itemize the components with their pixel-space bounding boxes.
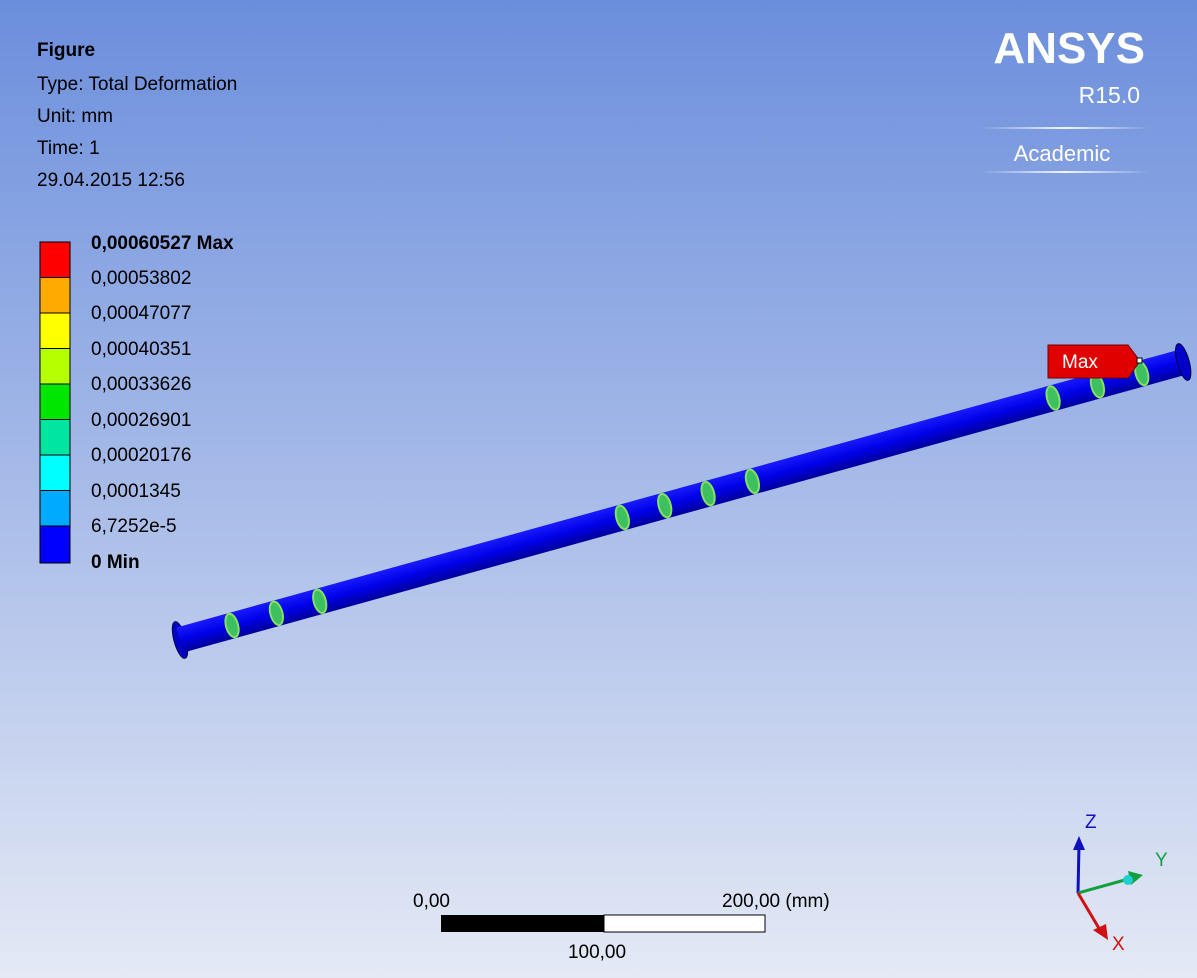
info-line: Unit: mm <box>37 106 113 127</box>
legend-label: 0,00026901 <box>91 410 191 431</box>
logo-brand: ANSYS <box>993 24 1145 73</box>
scale-label: 200,00 (mm) <box>722 891 830 912</box>
scale-label: 0,00 <box>413 891 450 912</box>
legend-label: 0,00040351 <box>91 339 191 360</box>
legend-label: 0 Min <box>91 552 140 573</box>
logo-rule <box>980 171 1150 173</box>
triad-label: X <box>1112 934 1125 955</box>
logo-version: R15.0 <box>1079 82 1140 108</box>
logo-edition: Academic <box>1014 141 1111 166</box>
info-line: Type: Total Deformation <box>37 74 237 95</box>
legend-label: 0,00033626 <box>91 374 191 395</box>
scale-label: 100,00 <box>568 942 626 963</box>
scale-bar-white <box>604 915 765 932</box>
logo-rule <box>980 127 1150 129</box>
probe-label: Max <box>1062 352 1098 373</box>
legend-label: 0,00047077 <box>91 303 191 324</box>
scale-bar-black <box>441 915 604 932</box>
legend-label: 0,00053802 <box>91 268 191 289</box>
legend-label: 0,0001345 <box>91 481 181 502</box>
figure-title: Figure <box>37 40 95 61</box>
triad-label: Y <box>1155 850 1168 871</box>
legend-label: 6,7252e-5 <box>91 516 177 537</box>
probe-point <box>1137 358 1142 363</box>
triad-label: Z <box>1085 812 1097 833</box>
legend-colorbar <box>40 242 70 563</box>
page: Figure Type: Total Deformation Unit: mm … <box>0 0 1197 978</box>
viewport: Figure Type: Total Deformation Unit: mm … <box>0 0 1197 978</box>
legend-label: 0,00020176 <box>91 445 191 466</box>
info-line: 29.04.2015 12:56 <box>37 170 185 191</box>
legend-label: 0,00060527 Max <box>91 233 234 254</box>
info-line: Time: 1 <box>37 138 100 159</box>
